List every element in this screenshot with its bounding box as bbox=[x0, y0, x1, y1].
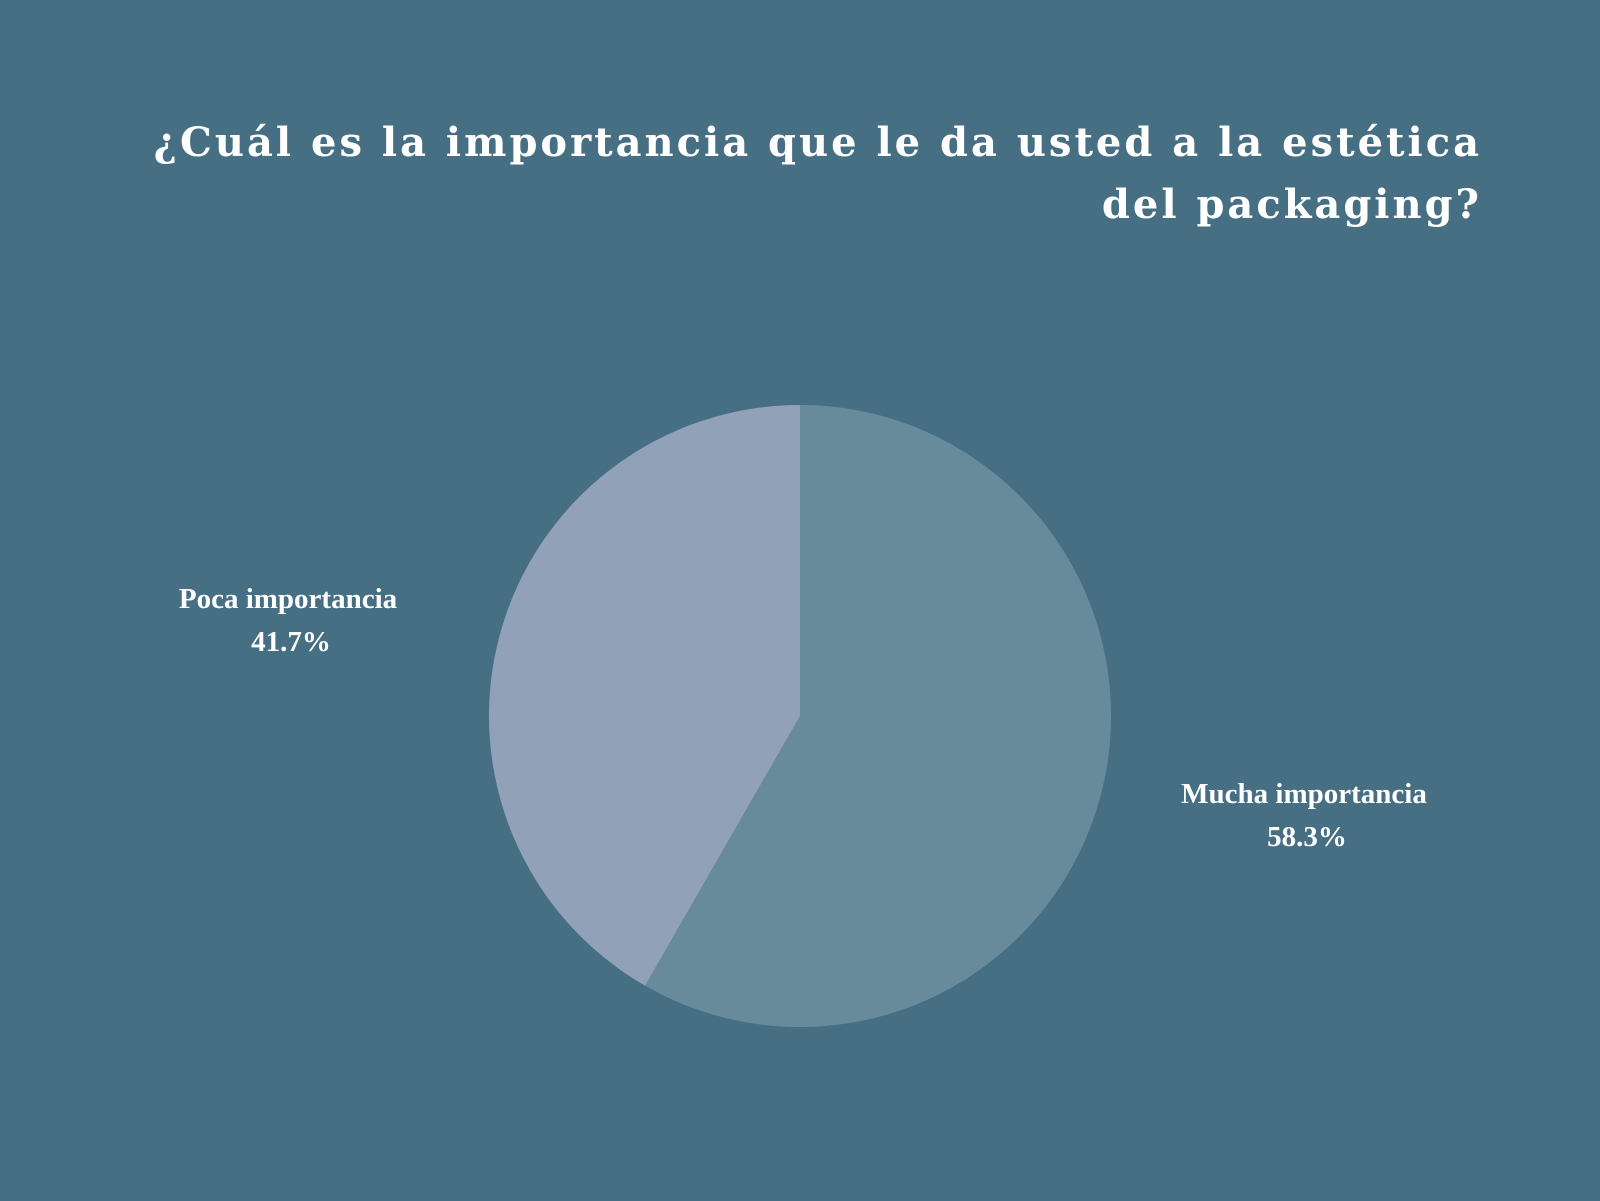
pie-slice-poca-importancia bbox=[488, 405, 800, 986]
pie-slice-mucha-importancia bbox=[645, 405, 1111, 1027]
slice-label-mucha: Mucha importancia 58.3% bbox=[1181, 778, 1427, 853]
slice-label-mucha-value: 58.3% bbox=[1267, 821, 1347, 853]
slice-label-poca-name: Poca importancia bbox=[179, 583, 398, 615]
slice-label-poca: Poca importancia 41.7% bbox=[179, 583, 398, 658]
slice-label-poca-value: 41.7% bbox=[251, 626, 331, 658]
chart-title: ¿Cuál es la importancia que le da usted … bbox=[153, 119, 1482, 228]
pie-slices bbox=[488, 405, 1111, 1027]
slice-label-mucha-name: Mucha importancia bbox=[1181, 778, 1427, 810]
